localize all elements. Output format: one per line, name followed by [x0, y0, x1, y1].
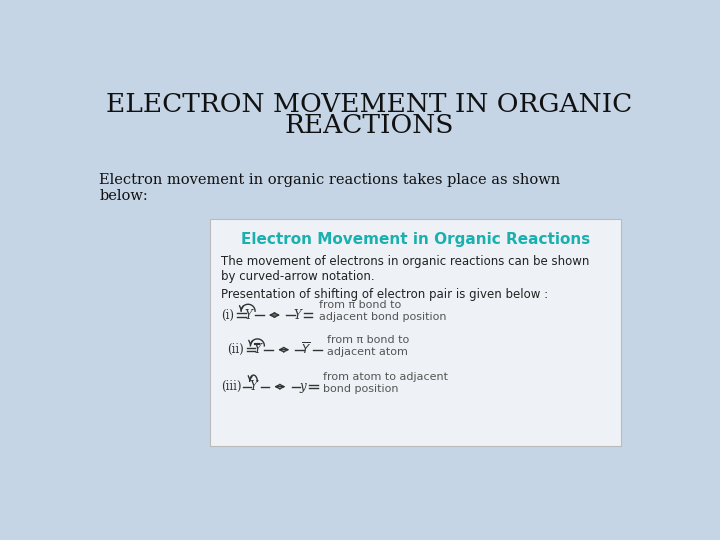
Text: (ii): (ii) — [228, 343, 244, 356]
Text: Presentation of shifting of electron pair is given below :: Presentation of shifting of electron pai… — [221, 288, 548, 301]
Text: Y: Y — [250, 380, 258, 393]
Text: Electron Movement in Organic Reactions: Electron Movement in Organic Reactions — [241, 232, 590, 247]
FancyBboxPatch shape — [210, 219, 621, 446]
Text: Y: Y — [293, 308, 301, 321]
Text: $\overline{Y}$: $\overline{Y}$ — [301, 342, 311, 357]
Text: (i): (i) — [222, 308, 235, 321]
Text: from π bond to
adjacent bond position: from π bond to adjacent bond position — [319, 300, 446, 322]
Text: The movement of electrons in organic reactions can be shown
by curved-arrow nota: The movement of electrons in organic rea… — [221, 255, 590, 283]
Text: (iii): (iii) — [222, 380, 242, 393]
Text: y: y — [299, 380, 306, 393]
Text: from π bond to
adjacent atom: from π bond to adjacent atom — [327, 335, 410, 356]
Text: from atom to adjacent
bond position: from atom to adjacent bond position — [323, 372, 449, 394]
Text: ELECTRON MOVEMENT IN ORGANIC: ELECTRON MOVEMENT IN ORGANIC — [106, 92, 632, 117]
Text: REACTIONS: REACTIONS — [284, 113, 454, 138]
Text: Electron movement in organic reactions takes place as shown
below:: Electron movement in organic reactions t… — [99, 173, 561, 203]
Text: Y: Y — [253, 343, 261, 356]
Text: Y: Y — [244, 308, 252, 321]
